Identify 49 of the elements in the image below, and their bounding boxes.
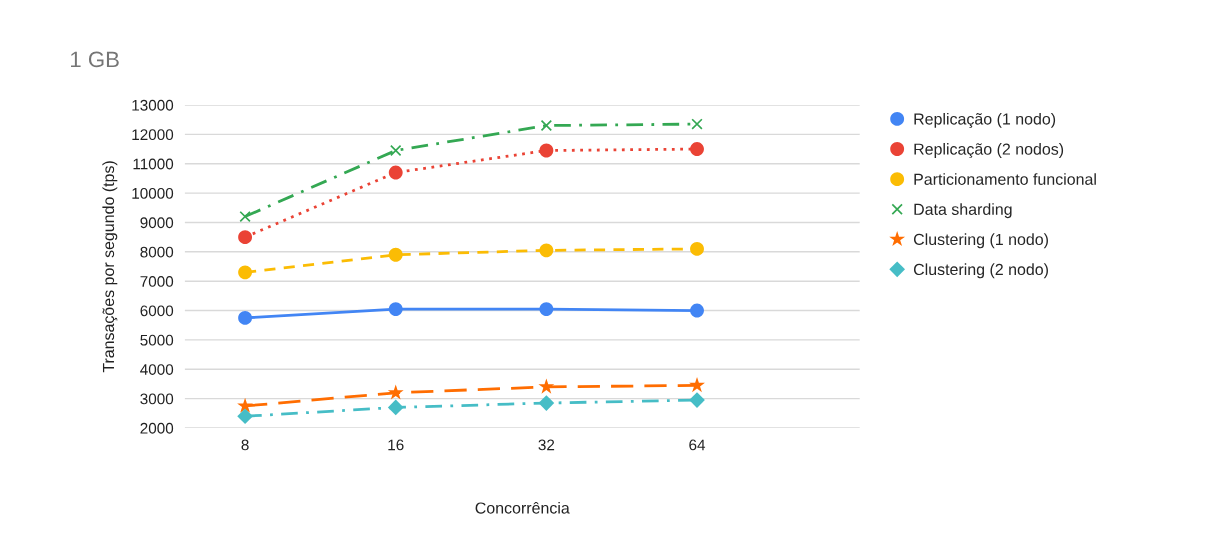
point <box>239 210 251 223</box>
point <box>538 395 555 411</box>
x-tick-label: 8 <box>241 439 249 451</box>
point <box>690 142 704 156</box>
point <box>387 384 404 400</box>
point <box>237 397 254 413</box>
legend-label: Replicação (1 nodo) <box>914 112 1056 128</box>
y-tick-label: 6000 <box>140 305 174 317</box>
point <box>691 118 703 130</box>
y-tick-label: 5000 <box>140 334 174 346</box>
legend-label: Clustering (2 nodo) <box>913 263 1048 279</box>
legend-label: Data sharding <box>914 203 1012 219</box>
legend-label: Particionamento funcional <box>914 173 1096 185</box>
point <box>690 241 704 256</box>
y-tick-label: 13000 <box>132 99 174 111</box>
y-tick-label: 8000 <box>140 246 174 258</box>
y-tick-label: 11000 <box>133 158 174 170</box>
point <box>238 230 253 245</box>
y-tick-label: 3000 <box>140 393 174 405</box>
x-tick-label: 64 <box>689 439 706 451</box>
point <box>237 408 253 425</box>
point <box>388 247 403 262</box>
legend-label: Replicação (2 nodos) <box>914 143 1064 159</box>
point <box>690 303 704 318</box>
y-tick-label: 10000 <box>132 187 174 199</box>
y-tick-label: 2000 <box>140 422 174 434</box>
point <box>387 399 404 416</box>
y-tick-label: 7000 <box>140 276 174 287</box>
point <box>238 265 253 280</box>
y-axis-title: Transações por segundo (tps) <box>102 161 118 373</box>
point <box>689 392 705 408</box>
x-tick-label: 32 <box>538 439 555 451</box>
point <box>539 243 554 258</box>
point <box>540 119 553 132</box>
point <box>689 377 705 393</box>
point <box>539 143 554 158</box>
point <box>390 144 402 157</box>
point <box>238 310 253 325</box>
point <box>538 378 555 394</box>
y-tick-label: 4000 <box>140 364 174 375</box>
point <box>388 302 403 317</box>
x-axis-title: Concorrência <box>475 501 570 514</box>
y-tick-label: 12000 <box>132 129 174 141</box>
y-tick-label: 9000 <box>140 217 174 229</box>
chart-title: 1 GB <box>71 51 119 68</box>
point <box>539 302 554 317</box>
legend-label: Clustering (1 nodo) <box>913 233 1048 249</box>
x-tick-label: 16 <box>388 439 404 451</box>
point <box>388 165 403 180</box>
